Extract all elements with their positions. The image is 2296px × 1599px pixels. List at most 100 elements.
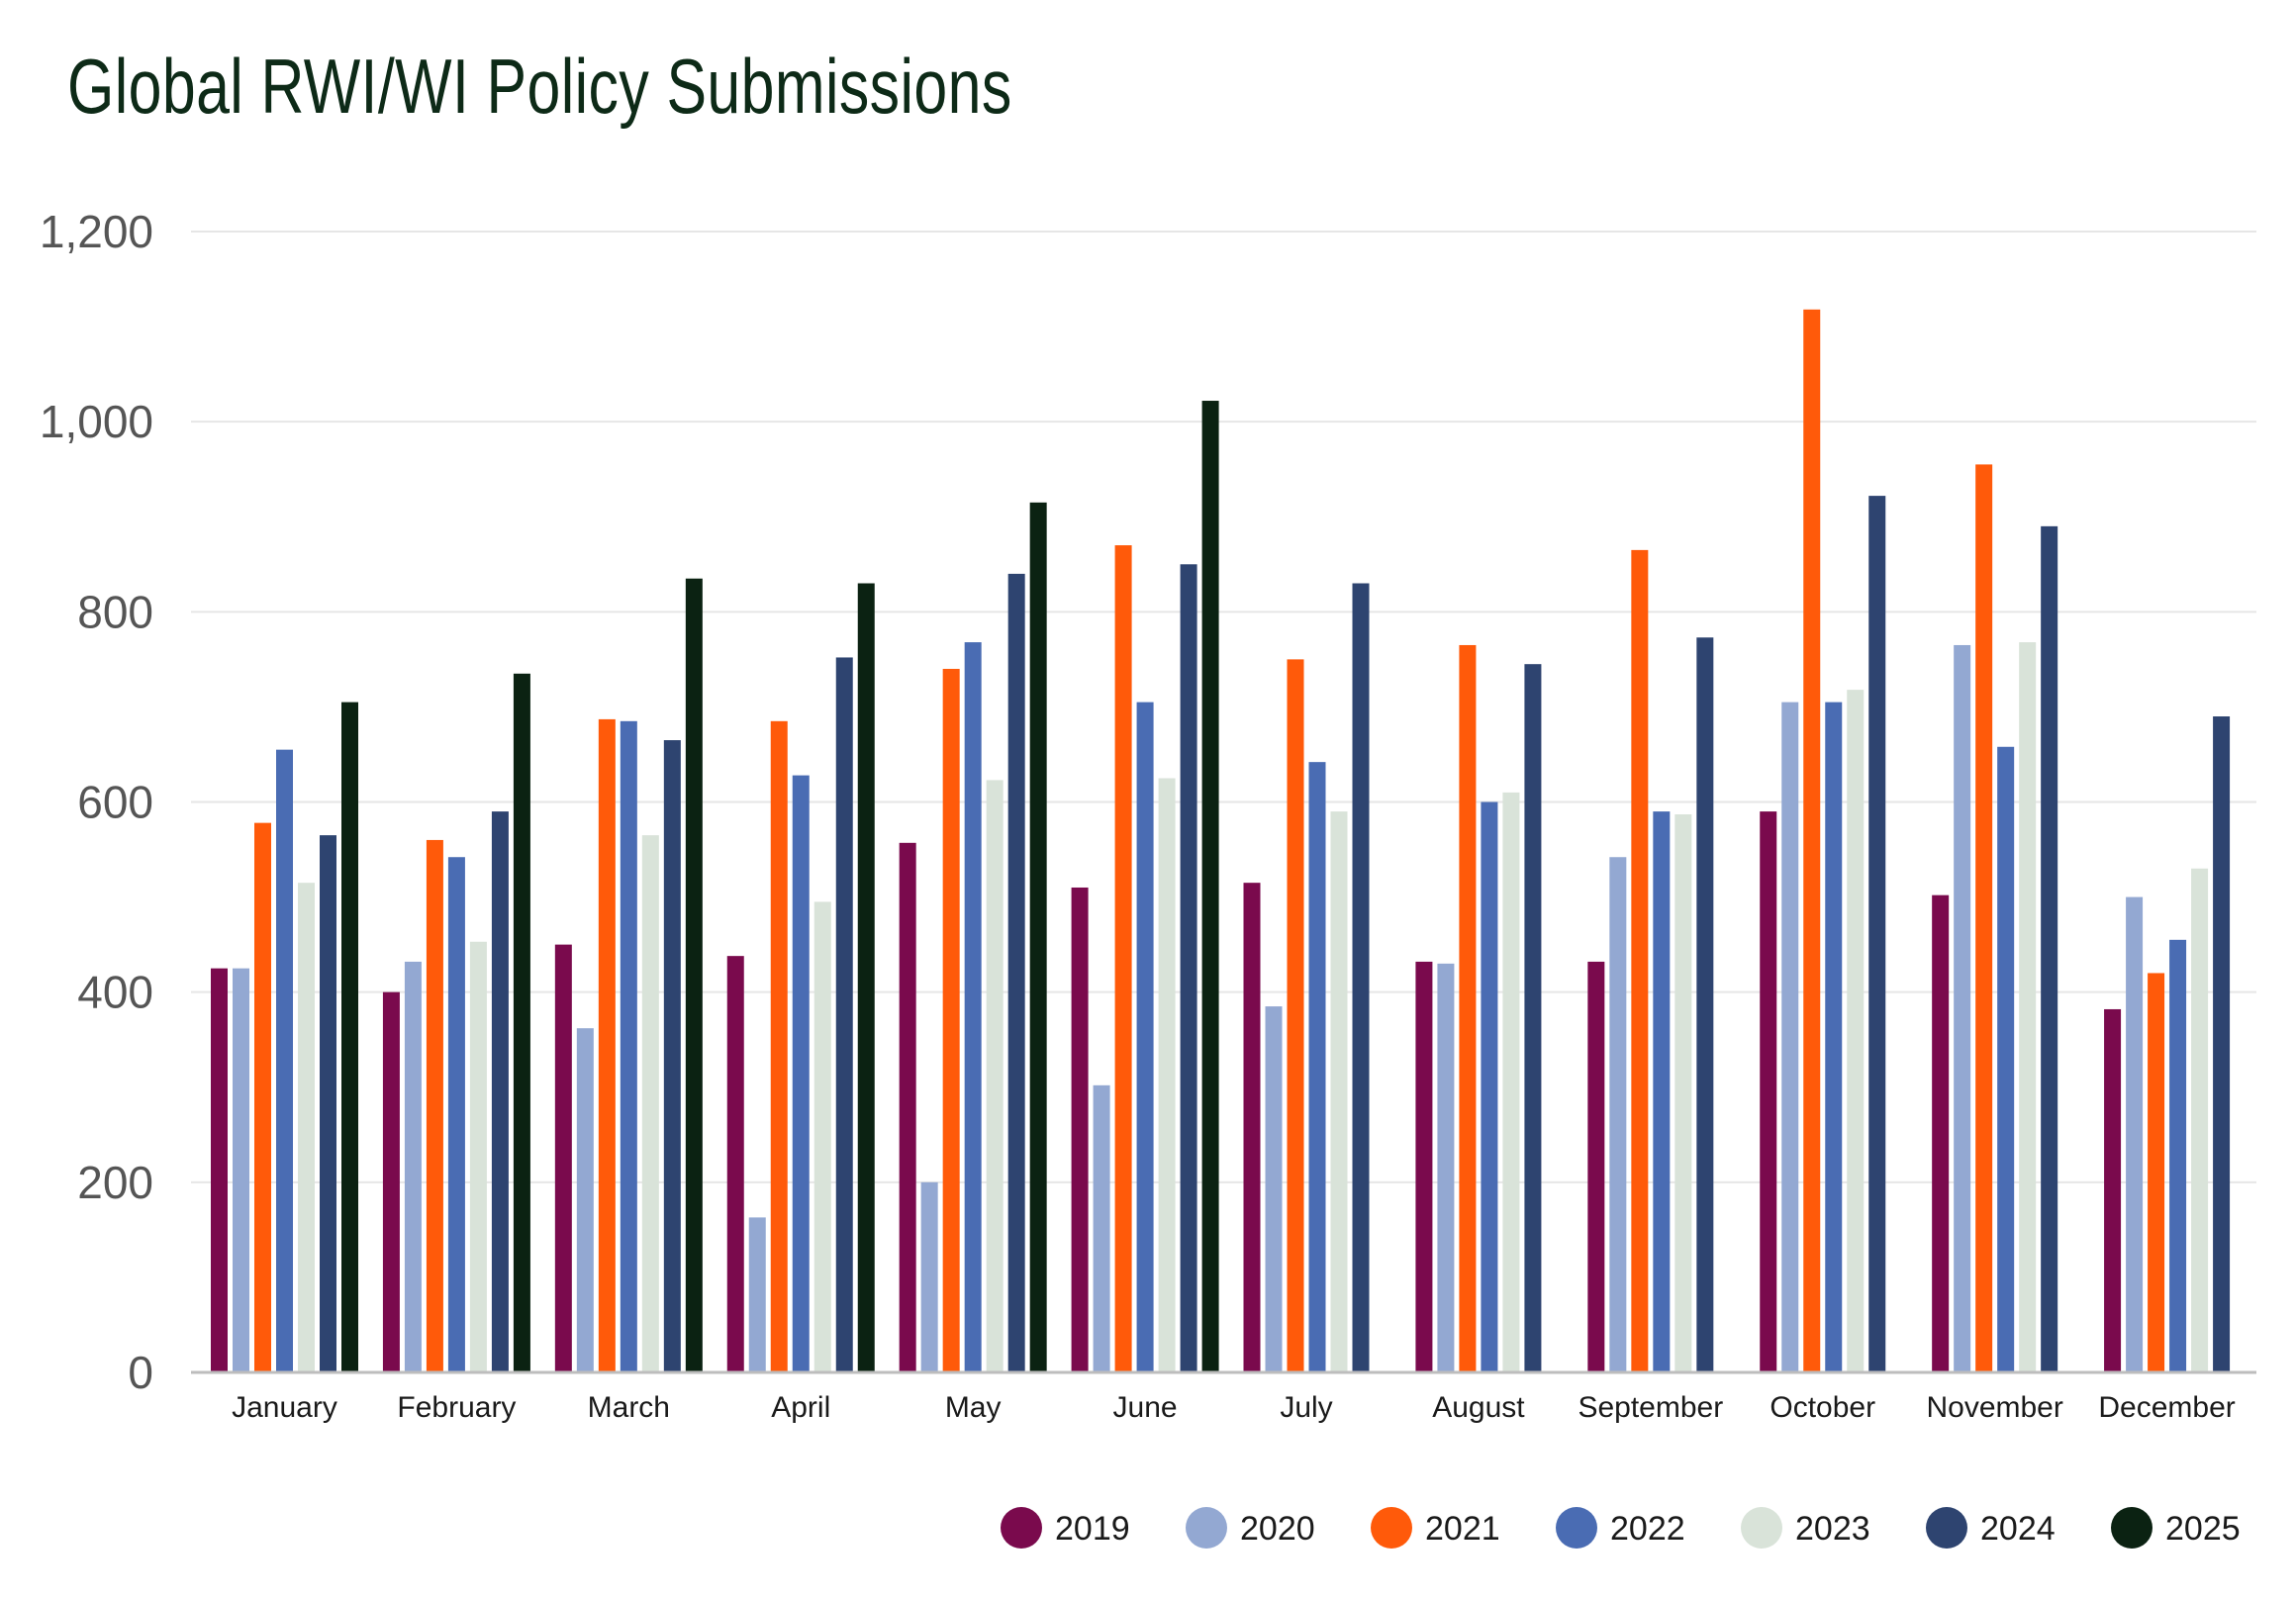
bar-2020-june [1093, 1084, 1110, 1372]
legend-swatch [2111, 1507, 2152, 1549]
gridlines [191, 231, 2256, 1183]
bar-2022-april [792, 775, 810, 1372]
bar-2019-july [1243, 883, 1261, 1372]
bar-2021-january [254, 822, 271, 1372]
bar-2024-february [491, 811, 509, 1372]
legend-swatch [1186, 1507, 1227, 1549]
x-tick-label: June [1113, 1391, 1178, 1424]
bar-2024-march [663, 740, 681, 1372]
legend-label: 2022 [1610, 1510, 1685, 1548]
x-tick-label: July [1280, 1391, 1332, 1424]
y-tick-label: 600 [77, 777, 153, 828]
legend-item-2022: 2022 [1556, 1507, 1685, 1549]
bar-2020-april [748, 1217, 766, 1372]
legend-item-2025: 2025 [2111, 1507, 2241, 1549]
bar-2019-december [2104, 1008, 2122, 1372]
bar-2023-august [1502, 792, 1520, 1372]
bar-2025-april [857, 583, 875, 1372]
bar-2021-october [1803, 309, 1821, 1372]
bar-2023-march [641, 835, 659, 1372]
bar-2023-june [1158, 778, 1176, 1372]
bar-2021-december [2148, 973, 2165, 1372]
bar-2024-november [2041, 525, 2058, 1372]
bar-2022-december [2169, 939, 2187, 1372]
bar-2020-march [576, 1028, 594, 1372]
bar-2024-june [1180, 564, 1197, 1372]
bar-2022-november [1997, 746, 2015, 1372]
bar-2020-july [1265, 1006, 1283, 1372]
legend-item-2021: 2021 [1371, 1507, 1500, 1549]
bar-2019-june [1071, 887, 1089, 1372]
bar-2022-june [1136, 702, 1154, 1372]
legend-label: 2025 [2165, 1510, 2241, 1548]
legend-item-2023: 2023 [1741, 1507, 1870, 1549]
bar-2021-march [598, 718, 616, 1372]
bar-2020-october [1781, 702, 1799, 1372]
y-tick-label: 200 [77, 1157, 153, 1208]
bar-2020-january [233, 968, 249, 1372]
bar-2023-may [986, 780, 1004, 1372]
bar-2024-december [2213, 716, 2231, 1372]
bar-2020-august [1437, 963, 1455, 1372]
legend-item-2020: 2020 [1186, 1507, 1315, 1549]
bar-2023-january [298, 883, 315, 1372]
x-tick-label: January [232, 1391, 337, 1424]
legend-label: 2021 [1425, 1510, 1500, 1548]
x-axis-ticks: January February March April May June July Augu… [232, 1391, 2236, 1424]
bar-2020-may [920, 1181, 938, 1372]
bar-2020-december [2126, 896, 2144, 1372]
bar-2024-january [320, 835, 336, 1372]
legend-label: 2023 [1795, 1510, 1870, 1548]
bar-2022-august [1481, 801, 1498, 1372]
bar-2025-march [685, 578, 703, 1372]
bar-2023-april [813, 901, 831, 1372]
bar-2024-april [835, 657, 853, 1372]
bar-2019-march [554, 944, 572, 1372]
bar-2023-july [1330, 811, 1348, 1372]
bar-2021-september [1631, 549, 1649, 1372]
x-tick-label: September [1578, 1391, 1723, 1424]
bar-2025-january [341, 702, 358, 1372]
bar-2021-july [1287, 659, 1304, 1372]
bar-2024-september [1696, 637, 1714, 1372]
chart-title: Global RWI/WI Policy Submissions [67, 43, 1012, 130]
x-tick-label: March [588, 1391, 670, 1424]
bar-2019-april [726, 956, 744, 1372]
y-tick-label: 400 [77, 967, 153, 1018]
bar-2025-february [513, 673, 530, 1372]
x-tick-label: October [1770, 1391, 1875, 1424]
x-tick-label: May [945, 1391, 1002, 1424]
bar-2020-february [404, 961, 422, 1372]
bar-2024-july [1352, 583, 1370, 1372]
legend-swatch [1371, 1507, 1412, 1549]
bar-2023-december [2191, 868, 2209, 1372]
legend-item-2024: 2024 [1926, 1507, 2056, 1549]
bar-2022-january [276, 749, 293, 1372]
legend-swatch [1556, 1507, 1597, 1549]
legend: 2019 2020 2021 2022 2023 2024 2025 [1001, 1507, 2241, 1549]
y-axis-ticks: 0 200 400 600 800 1,000 1,200 [40, 206, 153, 1398]
bar-2023-october [1847, 690, 1865, 1372]
bar-2022-february [447, 857, 465, 1372]
y-tick-label: 1,000 [40, 396, 153, 447]
bar-2025-june [1201, 401, 1219, 1372]
bar-2019-january [211, 968, 228, 1372]
legend-swatch [1926, 1507, 1967, 1549]
bar-2023-february [469, 941, 487, 1372]
legend-swatch [1001, 1507, 1042, 1549]
bar-2024-may [1007, 573, 1025, 1372]
bar-2024-october [1868, 496, 1886, 1372]
bar-2020-september [1609, 857, 1627, 1372]
legend-label: 2019 [1055, 1510, 1130, 1548]
x-tick-label: April [771, 1391, 830, 1424]
bar-2021-april [770, 720, 788, 1372]
bar-2022-may [964, 642, 982, 1372]
bar-2019-may [899, 842, 916, 1372]
legend-item-2019: 2019 [1001, 1507, 1130, 1549]
legend-label: 2020 [1240, 1510, 1315, 1548]
bar-2022-september [1653, 811, 1671, 1372]
x-tick-label: February [397, 1391, 516, 1424]
bar-2020-november [1954, 644, 1971, 1372]
bar-2021-may [942, 668, 960, 1372]
y-tick-label: 1,200 [40, 206, 153, 257]
